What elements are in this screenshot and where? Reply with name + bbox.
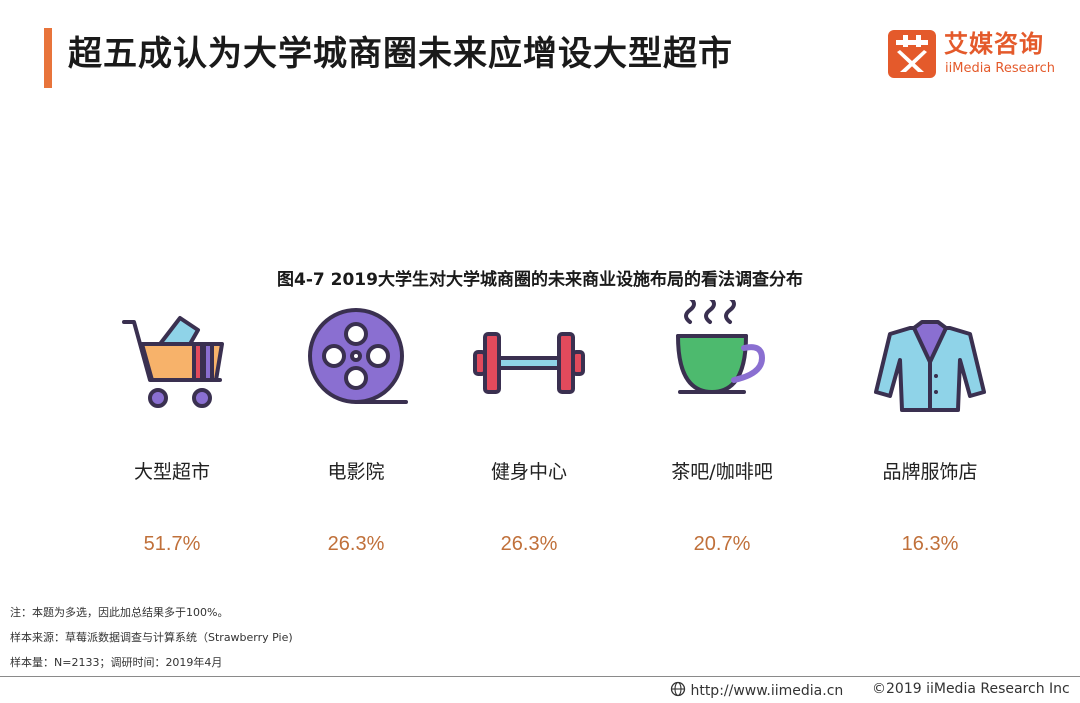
category-label: 电影院 <box>327 461 384 483</box>
dumbbell-icon <box>473 332 585 394</box>
note-sample-source: 样本来源：草莓派数据调查与计算系统（Strawberry Pie) <box>10 631 293 644</box>
footer-notes: 注：本题为多选，因此加总结果多于100%。 样本来源：草莓派数据调查与计算系统（… <box>10 606 293 681</box>
value-label: 16.3% <box>902 533 959 555</box>
value-label: 26.3% <box>501 533 558 555</box>
shopping-cart-icon <box>122 316 224 408</box>
globe-icon <box>670 681 690 701</box>
brand-logo[interactable]: 艾媒咨询 iiMedia Research <box>888 30 1060 82</box>
coffee-cup-icon <box>676 300 765 394</box>
note-multi-select: 注：本题为多选，因此加总结果多于100%。 <box>10 606 229 619</box>
logo-mark-icon <box>888 30 936 78</box>
category-label: 品牌服饰店 <box>882 461 977 483</box>
value-label: 20.7% <box>694 533 751 555</box>
film-reel-icon <box>308 308 408 404</box>
footer-divider <box>0 676 1080 677</box>
category-label: 茶吧/咖啡吧 <box>671 461 772 483</box>
category-label: 健身中心 <box>491 461 567 483</box>
logo-text-cn: 艾媒咨询 <box>944 30 1044 58</box>
value-label: 26.3% <box>328 533 385 555</box>
page-title: 超五成认为大学城商圈未来应增设大型超市 <box>68 34 733 74</box>
note-sample-size: 样本量：N=2133；调研时间：2019年4月 <box>10 656 223 669</box>
footer-copyright: ©2019 iiMedia Research Inc <box>872 681 1070 697</box>
chart-area: 大型超市 51.7% 电影院 26.3% 健身中心 26.3% 茶吧/咖啡吧 20.7% 品牌服… <box>122 300 986 555</box>
chart-title: 图4-7 2019大学生对大学城商圈的未来商业设施布局的看法调查分布 <box>277 270 803 290</box>
title-accent-bar <box>44 28 52 88</box>
logo-text-en: iiMedia Research <box>945 61 1056 76</box>
value-label: 51.7% <box>144 533 201 555</box>
footer-url-text: http://www.iimedia.cn <box>690 683 844 699</box>
jacket-icon <box>874 320 986 412</box>
category-label: 大型超市 <box>134 461 210 483</box>
footer-url[interactable]: http://www.iimedia.cn <box>670 681 843 701</box>
